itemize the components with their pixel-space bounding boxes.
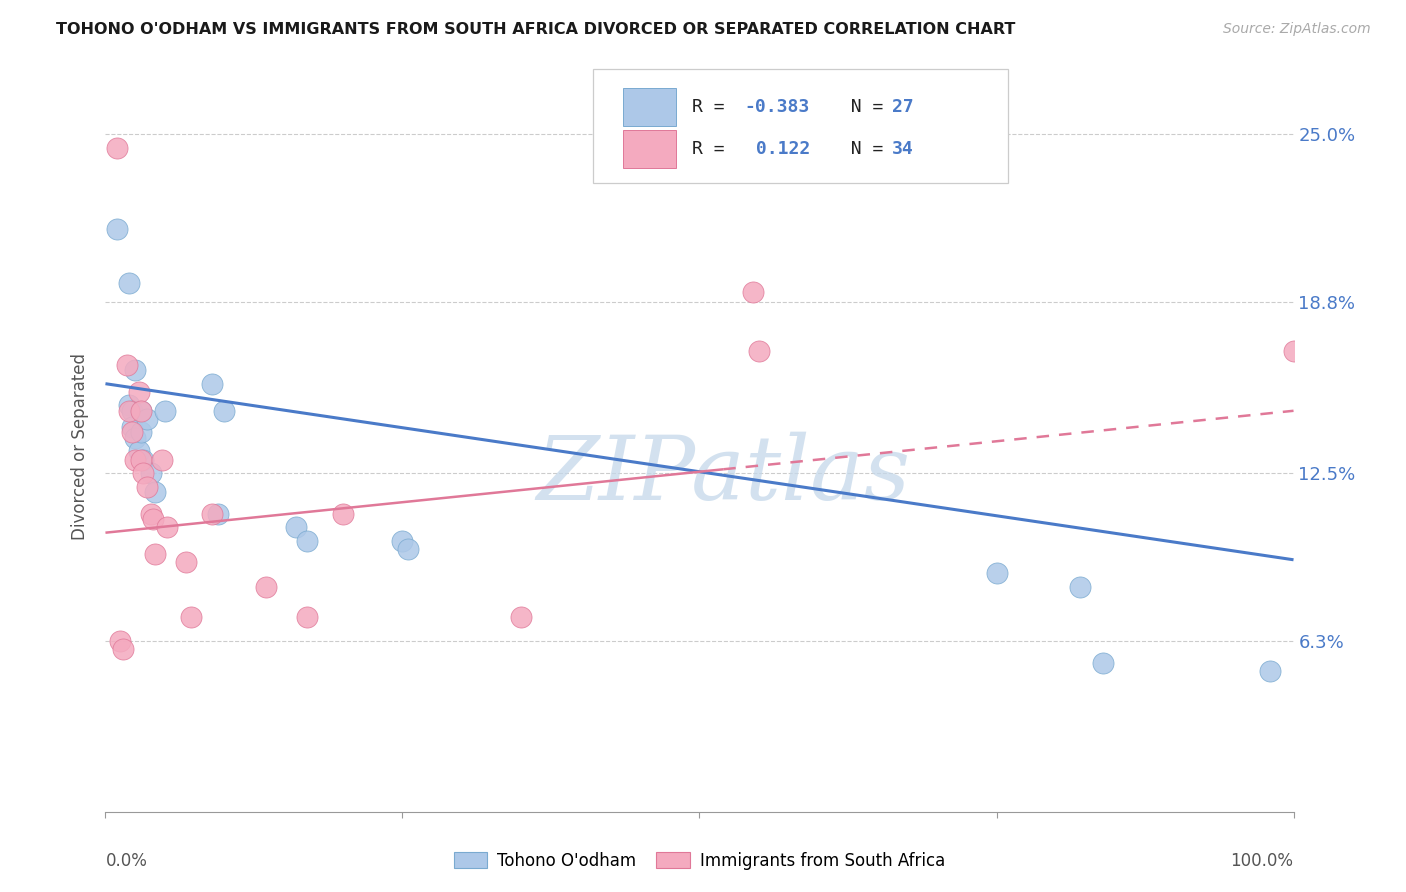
Point [214, 404, 236, 418]
Y-axis label: Divorced or Separated: Divorced or Separated [72, 352, 90, 540]
FancyBboxPatch shape [592, 70, 1008, 183]
Point [118, 404, 141, 418]
Text: TOHONO O'ODHAM VS IMMIGRANTS FROM SOUTH AFRICA DIVORCED OR SEPARATED CORRELATION: TOHONO O'ODHAM VS IMMIGRANTS FROM SOUTH … [56, 22, 1015, 37]
Point [121, 404, 143, 418]
Point [332, 507, 354, 521]
Point [132, 466, 155, 480]
Point [254, 580, 277, 594]
Point [128, 384, 150, 399]
Point [510, 609, 533, 624]
Point [105, 141, 128, 155]
Point [124, 452, 146, 467]
Text: Source: ZipAtlas.com: Source: ZipAtlas.com [1223, 22, 1371, 37]
Legend: Tohono O'odham, Immigrants from South Africa: Tohono O'odham, Immigrants from South Af… [447, 846, 952, 877]
Point [118, 398, 141, 412]
Text: 0.122: 0.122 [745, 140, 810, 158]
Text: 27: 27 [891, 97, 914, 116]
Point [143, 547, 166, 561]
FancyBboxPatch shape [623, 87, 676, 126]
Point [129, 404, 152, 418]
Point [742, 285, 765, 299]
Point [121, 425, 143, 440]
Point [129, 404, 152, 418]
Point [297, 533, 319, 548]
Point [180, 609, 202, 624]
Point [108, 634, 131, 648]
Point [391, 533, 413, 548]
Text: ZIPatlas: ZIPatlas [536, 432, 910, 518]
Point [207, 507, 229, 521]
Text: 0.0%: 0.0% [105, 852, 148, 870]
Point [174, 556, 197, 570]
Text: -0.383: -0.383 [745, 97, 810, 116]
Point [156, 520, 179, 534]
Point [284, 520, 307, 534]
Point [986, 566, 1008, 581]
Point [1282, 344, 1305, 359]
Point [118, 277, 141, 291]
Point [124, 363, 146, 377]
Point [129, 452, 152, 467]
Point [748, 344, 770, 359]
Point [143, 485, 166, 500]
Text: R =: R = [692, 140, 735, 158]
Point [297, 609, 319, 624]
Point [152, 452, 174, 467]
Point [105, 222, 128, 236]
Point [124, 431, 146, 445]
Point [1258, 664, 1281, 678]
Point [201, 507, 224, 521]
Point [201, 376, 224, 391]
Point [396, 541, 419, 556]
Point [139, 507, 162, 521]
Point [139, 466, 162, 480]
Point [112, 642, 135, 657]
Text: 100.0%: 100.0% [1230, 852, 1294, 870]
Point [121, 420, 143, 434]
Point [153, 404, 176, 418]
Text: 34: 34 [891, 140, 914, 158]
Point [136, 412, 159, 426]
Point [132, 452, 155, 467]
Point [128, 444, 150, 458]
FancyBboxPatch shape [623, 130, 676, 168]
Text: R =: R = [692, 97, 735, 116]
Text: N =: N = [830, 140, 894, 158]
Text: N =: N = [830, 97, 894, 116]
Point [129, 425, 152, 440]
Point [115, 358, 138, 372]
Point [1069, 580, 1091, 594]
Point [142, 512, 165, 526]
Point [1092, 656, 1115, 670]
Point [136, 480, 159, 494]
